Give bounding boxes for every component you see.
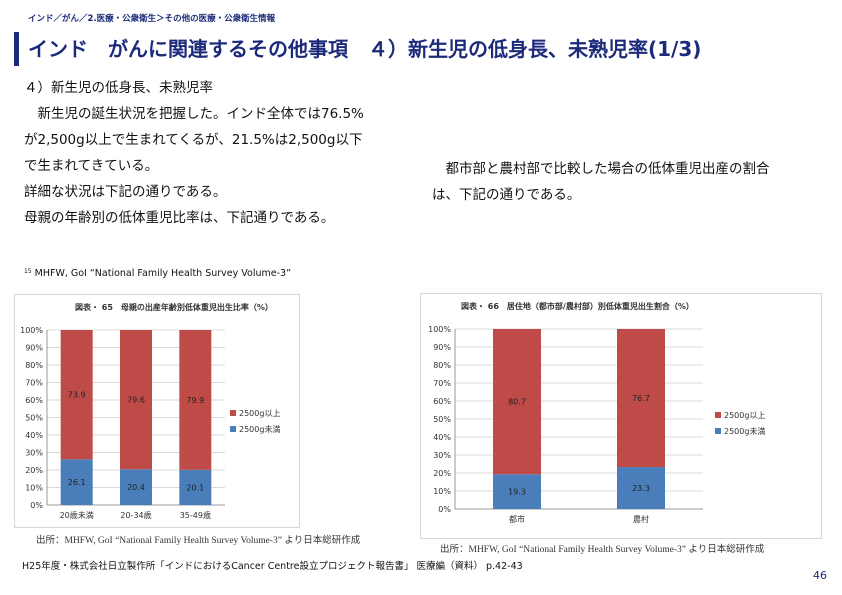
- chart-66-svg: 0% 10% 20% 30% 40% 50% 60% 70% 80% 90% 100% 19.3 80.…: [428, 325, 765, 524]
- legend-swatch: [715, 428, 721, 434]
- bar-segment: [617, 467, 665, 509]
- chart-66-source: 出所：MHFW, GoI “National Family Health Sur…: [440, 545, 765, 555]
- data-label: 26.1: [68, 478, 86, 487]
- page-number: 46: [813, 569, 827, 582]
- chart-65-source: 出所：MHFW, GoI “National Family Health Sur…: [36, 536, 361, 546]
- y-tick-label: 80%: [433, 361, 451, 370]
- y-tick-label: 100%: [428, 325, 451, 334]
- data-label: 20.1: [186, 483, 204, 492]
- left-line-4: 詳細な状況は下記の通りである。: [24, 184, 227, 200]
- title-accent-bar: [14, 32, 19, 66]
- y-tick-label: 30%: [25, 449, 43, 458]
- chart-66-title: 図表・ 66 居住地（都市部/農村部）別低体重児出生割合（%）: [461, 302, 694, 311]
- bar-segment: [493, 329, 541, 475]
- legend-label: 2500g以上: [724, 411, 765, 420]
- legend-label: 2500g未満: [239, 424, 280, 434]
- bar-segment: [179, 330, 212, 470]
- y-tick-label: 20%: [25, 466, 43, 475]
- left-line-2: が2,500g以上で生まれてくるが、21.5%は2,500g以下: [24, 132, 363, 148]
- y-tick-label: 30%: [433, 451, 451, 460]
- y-tick-label: 20%: [433, 469, 451, 478]
- y-tick-label: 50%: [25, 414, 43, 423]
- chart-66-frame: 図表・ 66 居住地（都市部/農村部）別低体重児出生割合（%） 0% 10% 20%…: [420, 293, 822, 539]
- x-tick-label: 都市: [509, 514, 525, 524]
- breadcrumb: インド／がん／2.医療・公衆衛生＞その他の医療・公衆衛生情報: [28, 14, 276, 24]
- left-heading: ４）新生児の低身長、未熟児率: [24, 80, 213, 96]
- data-label: 76.7: [632, 394, 650, 403]
- left-line-5: 母親の年齢別の低体重児比率は、下記通りである。: [24, 210, 335, 226]
- y-tick-label: 40%: [25, 431, 43, 440]
- chart-65-frame: 図表・ 65 母親の出産年齢別低体重児出生比率（%） 0% 10% 20% 30% 40…: [14, 294, 300, 528]
- x-tick-label: 農村: [633, 514, 649, 524]
- y-tick-label: 10%: [433, 487, 451, 496]
- bar-segment: [179, 469, 212, 505]
- y-tick-label: 80%: [25, 361, 43, 370]
- footer-citation: H25年度・株式会社日立製作所「インドにおけるCancer Centre設立プロ…: [22, 561, 523, 572]
- data-label: 80.7: [508, 398, 526, 407]
- footnote-marker: 15: [24, 268, 32, 275]
- legend-label: 2500g以上: [239, 409, 280, 418]
- y-tick-label: 70%: [433, 379, 451, 388]
- left-line-1: 新生児の誕生状況を把握した。インド全体では76.5%: [24, 106, 364, 122]
- data-label: 23.3: [632, 484, 650, 493]
- data-label: 73.9: [68, 391, 86, 400]
- x-tick-label: 20歳未満: [60, 510, 94, 520]
- chart-65-title: 図表・ 65 母親の出産年齢別低体重児出生比率（%）: [75, 303, 273, 312]
- y-tick-label: 40%: [433, 433, 451, 442]
- bar-segment: [617, 329, 665, 468]
- y-tick-label: 90%: [25, 344, 43, 353]
- y-tick-label: 0%: [30, 501, 43, 510]
- data-label: 79.6: [127, 396, 145, 405]
- legend-swatch: [230, 410, 236, 416]
- chart-65-svg: 0% 10% 20% 30% 40% 50% 60% 70% 80% 90% 100% 26.1 73.…: [20, 326, 280, 520]
- bar-segment: [60, 459, 93, 505]
- bar-segment: [120, 469, 152, 505]
- left-text-block: ４）新生児の低身長、未熟児率 新生児の誕生状況を把握した。インド全体では76.5…: [24, 75, 364, 231]
- legend-swatch: [230, 426, 236, 432]
- bar-segment: [120, 330, 152, 470]
- x-tick-label: 35-49歳: [180, 510, 211, 520]
- legend-swatch: [715, 412, 721, 418]
- y-tick-label: 60%: [433, 397, 451, 406]
- y-tick-label: 10%: [25, 484, 43, 493]
- left-line-3: で生まれてきている。: [24, 158, 159, 174]
- bar-segment: [60, 330, 93, 460]
- data-label: 79.9: [186, 396, 204, 405]
- right-text-block: 都市部と農村部で比較した場合の低体重児出産の割合 は、下記の通りである。: [432, 156, 770, 208]
- data-label: 20.4: [127, 483, 145, 492]
- y-tick-label: 100%: [20, 326, 43, 335]
- right-line-2: は、下記の通りである。: [432, 187, 581, 203]
- footnote-text: MHFW, GoI “National Family Health Survey…: [34, 268, 291, 279]
- right-line-1: 都市部と農村部で比較した場合の低体重児出産の割合: [432, 161, 770, 177]
- footnote: 15 MHFW, GoI “National Family Health Surv…: [24, 268, 291, 279]
- data-label: 19.3: [508, 488, 526, 497]
- page-title: インド がんに関連するその他事項 ４）新生児の低身長、未熟児率(1/3): [28, 37, 702, 61]
- y-tick-label: 70%: [25, 379, 43, 388]
- legend-label: 2500g未満: [724, 426, 765, 436]
- y-tick-label: 90%: [433, 343, 451, 352]
- bar-segment: [493, 474, 541, 509]
- y-tick-label: 0%: [438, 505, 451, 514]
- y-tick-label: 50%: [433, 415, 451, 424]
- y-tick-label: 60%: [25, 396, 43, 405]
- x-tick-label: 20-34歳: [120, 510, 151, 520]
